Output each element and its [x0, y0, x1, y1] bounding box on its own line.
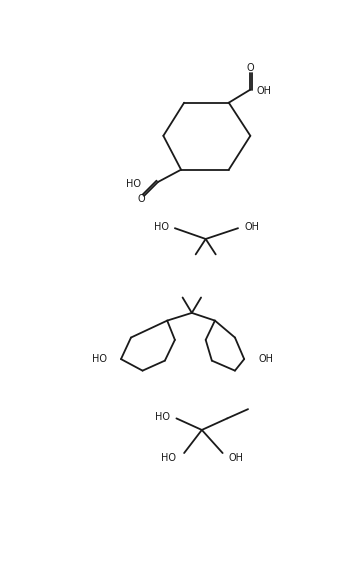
- Text: O: O: [247, 63, 254, 73]
- Text: OH: OH: [258, 354, 273, 364]
- Text: OH: OH: [244, 222, 259, 232]
- Text: HO: HO: [161, 452, 176, 463]
- Text: HO: HO: [155, 412, 170, 422]
- Text: HO: HO: [154, 222, 169, 232]
- Text: OH: OH: [257, 86, 272, 96]
- Text: O: O: [137, 194, 145, 204]
- Text: HO: HO: [92, 354, 107, 364]
- Text: OH: OH: [229, 452, 244, 463]
- Text: HO: HO: [126, 179, 141, 189]
